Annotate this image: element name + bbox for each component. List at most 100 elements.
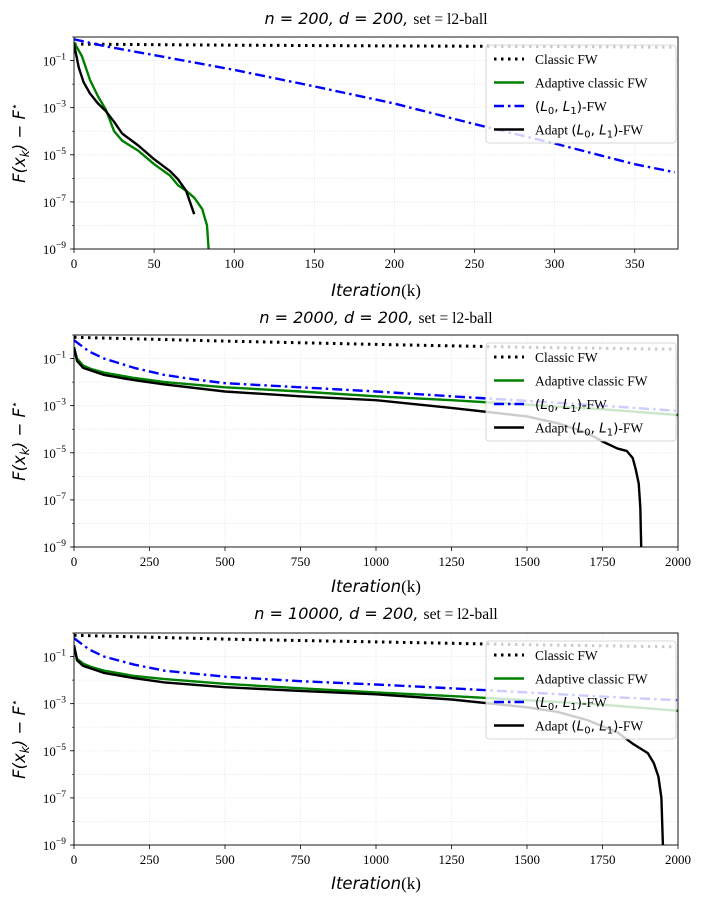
legend-math: L bbox=[577, 421, 585, 437]
legend-math: ) bbox=[577, 397, 582, 413]
y-tick-label: 10−3 bbox=[43, 398, 66, 414]
x-tick-label: 1500 bbox=[514, 554, 540, 569]
legend-entry: (L0, L1)-FW bbox=[535, 397, 607, 415]
legend-math: ) bbox=[613, 421, 618, 437]
chart-title-math: n = 200, d = 200, bbox=[264, 9, 413, 28]
legend-math-sub: 1 bbox=[607, 726, 613, 737]
legend-entry: Adaptive classic FW bbox=[535, 76, 648, 91]
x-tick-label: 2000 bbox=[665, 852, 691, 867]
legend-math: , bbox=[554, 397, 563, 413]
chart-title: n = 2000, d = 200, set = l2-ball bbox=[259, 308, 492, 327]
x-tick-label: 100 bbox=[224, 256, 244, 271]
x-axis-label: Iteration(k) bbox=[331, 874, 421, 893]
y-tick-base: 10 bbox=[43, 744, 56, 759]
legend-math: , bbox=[591, 719, 600, 735]
series-line-adapt-l0-l1-fw bbox=[74, 43, 196, 215]
x-axis-label-unit: (k) bbox=[401, 874, 421, 893]
y-label-part: ) − F bbox=[10, 407, 29, 450]
legend-math: ( bbox=[571, 719, 576, 735]
y-tick-exponent: −3 bbox=[56, 398, 66, 408]
y-tick-label: 10−1 bbox=[43, 53, 66, 69]
y-tick-exponent: −5 bbox=[56, 147, 66, 157]
legend-math: L bbox=[577, 123, 585, 139]
y-tick-base: 10 bbox=[43, 242, 56, 257]
y-tick-exponent: −1 bbox=[56, 53, 66, 63]
y-tick-base: 10 bbox=[43, 148, 56, 163]
x-tick-label: 500 bbox=[215, 852, 235, 867]
y-axis-label: F(xk) − F⋆ bbox=[8, 401, 32, 481]
chart-title-math: n = 2000, d = 200, bbox=[259, 308, 418, 327]
y-axis-label: F(xk) − F⋆ bbox=[8, 699, 32, 779]
y-label-part: ) − F bbox=[10, 109, 29, 152]
legend-text: Adapt bbox=[535, 719, 571, 734]
y-label-part: ) − F bbox=[10, 705, 29, 748]
legend-math: ) bbox=[577, 695, 582, 711]
y-label-sub: k bbox=[18, 447, 32, 455]
legend-math-sub: 0 bbox=[548, 702, 554, 713]
legend-box bbox=[485, 342, 677, 442]
y-label-part: F(x bbox=[10, 753, 29, 779]
y-tick-label: 10−1 bbox=[43, 649, 66, 665]
series-line-classic-fw bbox=[74, 335, 673, 351]
y-tick-label: 10−3 bbox=[43, 696, 66, 712]
chart-panel-3: 0 250 500 750 1000 1250 1500 1750 200010−110−310… bbox=[8, 604, 691, 893]
y-label-part: F(x bbox=[10, 455, 29, 481]
legend-text: Adaptive classic FW bbox=[535, 374, 648, 389]
x-axis-label-unit: (k) bbox=[401, 577, 421, 596]
legend-math: L bbox=[540, 397, 548, 413]
series-line-classic-fw bbox=[74, 633, 673, 649]
chart-title-rest: set = l2-ball bbox=[413, 11, 487, 28]
y-tick-base: 10 bbox=[43, 650, 56, 665]
y-tick-label: 10−9 bbox=[43, 837, 66, 853]
legend-math: ( bbox=[535, 695, 540, 711]
y-tick-exponent: −7 bbox=[56, 790, 66, 800]
y-label-part: F(x bbox=[10, 157, 29, 183]
y-tick-label: 10−9 bbox=[43, 241, 66, 257]
legend-math: ) bbox=[577, 99, 582, 115]
y-tick-label: 10−3 bbox=[43, 100, 66, 116]
legend-entry: Adaptive classic FW bbox=[535, 374, 648, 389]
x-axis-label-main: Iteration bbox=[331, 281, 401, 300]
legend-math: , bbox=[554, 695, 563, 711]
x-tick-label: 500 bbox=[215, 554, 235, 569]
legend-text: -FW bbox=[618, 123, 643, 138]
legend-math: ( bbox=[535, 99, 540, 115]
y-tick-base: 10 bbox=[43, 352, 56, 367]
y-tick-base: 10 bbox=[43, 54, 56, 69]
x-tick-label: 750 bbox=[291, 554, 311, 569]
y-tick-base: 10 bbox=[43, 101, 56, 116]
y-tick-base: 10 bbox=[43, 493, 56, 508]
legend-math-sub: 1 bbox=[570, 404, 576, 415]
x-tick-label: 50 bbox=[148, 256, 161, 271]
legend-entry: Classic FW bbox=[535, 350, 598, 365]
legend-entry: Adapt (L0, L1)-FW bbox=[535, 123, 643, 141]
x-tick-label: 1000 bbox=[363, 852, 389, 867]
y-tick-exponent: −7 bbox=[56, 194, 66, 204]
y-tick-label: 10−5 bbox=[43, 147, 66, 163]
legend-math: L bbox=[599, 421, 607, 437]
legend-entry: Adaptive classic FW bbox=[535, 672, 648, 687]
legend-entry: Classic FW bbox=[535, 648, 598, 663]
legend-math-sub: 1 bbox=[570, 106, 576, 117]
legend-text: -FW bbox=[582, 397, 607, 412]
x-tick-label: 0 bbox=[71, 256, 78, 271]
y-tick-label: 10−1 bbox=[43, 351, 66, 367]
legend-math-sub: 0 bbox=[584, 428, 590, 439]
legend-math-sub: 1 bbox=[607, 130, 613, 141]
x-axis-label-main: Iteration bbox=[331, 577, 401, 596]
x-tick-label: 1750 bbox=[590, 852, 616, 867]
y-tick-base: 10 bbox=[43, 399, 56, 414]
legend-math: , bbox=[591, 421, 600, 437]
legend-math: L bbox=[540, 695, 548, 711]
x-tick-label: 750 bbox=[291, 852, 311, 867]
legend-math-sub: 1 bbox=[570, 702, 576, 713]
y-tick-label: 10−7 bbox=[43, 492, 66, 508]
y-tick-label: 10−9 bbox=[43, 539, 66, 555]
legend-math-sub: 0 bbox=[584, 130, 590, 141]
legend-entry: Adapt (L0, L1)-FW bbox=[535, 421, 643, 439]
x-tick-label: 1250 bbox=[439, 554, 465, 569]
